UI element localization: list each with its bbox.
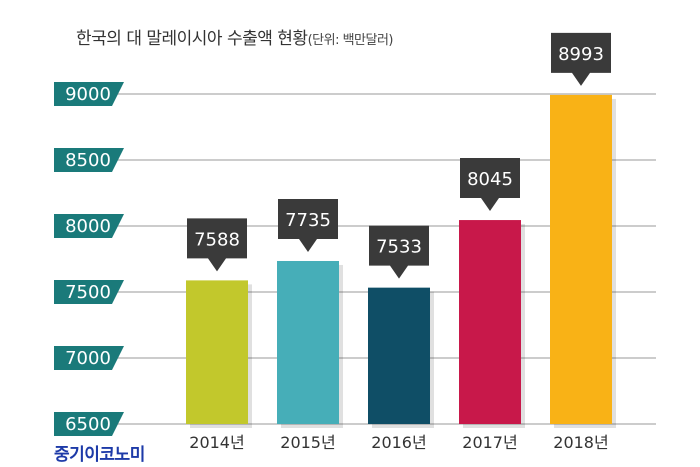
y-tick-box [54, 148, 124, 172]
y-tick: 7000 [54, 346, 124, 370]
data-label-text: 7533 [376, 237, 422, 258]
y-tick-label: 8000 [65, 216, 111, 237]
bar [368, 287, 430, 424]
y-tick-label: 7000 [65, 348, 111, 369]
y-tick-box [54, 412, 124, 436]
data-label-text: 7588 [194, 229, 240, 250]
y-tick: 8500 [54, 148, 124, 172]
bar [186, 280, 248, 424]
y-tick-label: 6500 [65, 414, 111, 435]
chart-unit: (단위: 백만달러) [307, 33, 394, 48]
chart-title: 한국의 대 말레이시아 수출액 현황(단위: 백만달러) [76, 24, 394, 49]
y-tick: 9000 [54, 82, 124, 106]
bar [550, 94, 612, 424]
data-label: 7533 [369, 225, 429, 279]
y-tick-box [54, 214, 124, 238]
data-label-box [551, 32, 611, 86]
data-label-text: 8993 [558, 44, 604, 65]
y-tick: 7500 [54, 280, 124, 304]
y-tick-box [54, 280, 124, 304]
data-label: 8045 [460, 158, 520, 212]
x-tick-label: 2015년 [280, 433, 335, 452]
bar [277, 260, 339, 424]
data-label-box [460, 158, 520, 212]
y-tick: 6500 [54, 412, 124, 436]
data-label-text: 7735 [285, 210, 331, 231]
data-label-text: 8045 [467, 169, 513, 190]
y-tick-box [54, 82, 124, 106]
y-tick-label: 8500 [65, 150, 111, 171]
data-label-box [369, 225, 429, 279]
data-label-box [278, 198, 338, 252]
y-tick-label: 7500 [65, 282, 111, 303]
y-tick-box [54, 346, 124, 370]
y-tick-label: 9000 [65, 84, 111, 105]
watermark-logo: 중기이코노미 [54, 445, 145, 465]
data-label: 7588 [187, 218, 247, 272]
data-label: 7735 [278, 198, 338, 252]
data-label: 8993 [551, 32, 611, 86]
y-tick: 8000 [54, 214, 124, 238]
data-label-box [187, 218, 247, 272]
x-tick-label: 2016년 [371, 433, 426, 452]
bar [459, 220, 521, 424]
x-tick-label: 2017년 [462, 433, 517, 452]
x-tick-label: 2014년 [189, 433, 244, 452]
x-tick-label: 2018년 [553, 433, 608, 452]
chart-title-text: 한국의 대 말레이시아 수출액 현황 [76, 29, 308, 49]
